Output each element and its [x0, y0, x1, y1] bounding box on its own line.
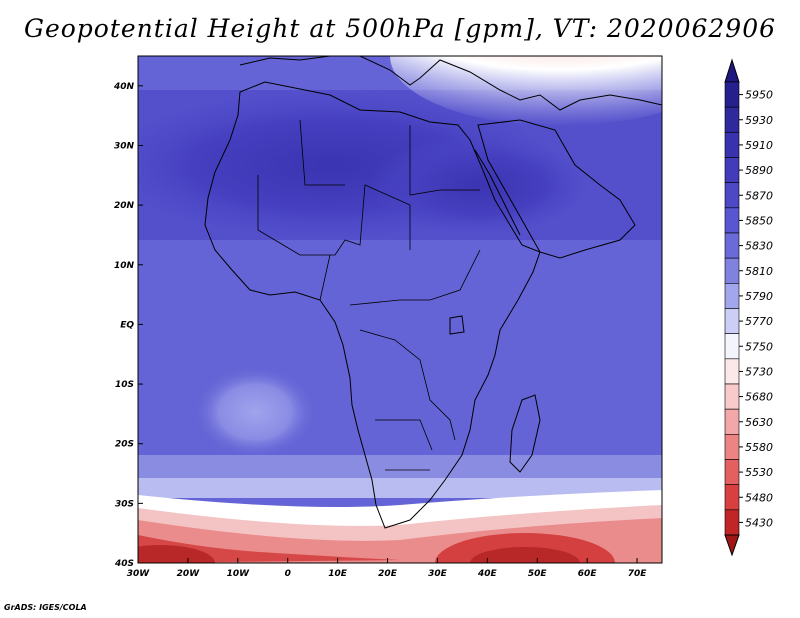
colorbar-label: 5680 — [745, 391, 773, 404]
arabia-coastline — [477, 119, 636, 259]
lon-tick-label: 40E — [477, 569, 498, 579]
colorbar-swatch — [724, 434, 740, 460]
field-band-s2 — [138, 478, 662, 498]
colorbar: 5950 5930 5910 5890 5870 5850 5830 5810 5790 5770… — [724, 58, 773, 557]
colorbar-label: 5530 — [745, 466, 773, 479]
lon-tick-label: 30W — [127, 569, 151, 579]
lat-tick-label: 40N — [113, 82, 135, 92]
colorbar-label: 5930 — [745, 114, 773, 127]
plot-frame — [137, 55, 663, 564]
colorbar-label: 5750 — [745, 340, 773, 353]
lon-axis: 30W 20W 10W 0 10E 20E 30E 40E 50E 60E 70E — [127, 558, 647, 579]
lon-tick-label: 20W — [177, 569, 201, 579]
colorbar-swatch — [724, 333, 740, 360]
colorbar-swatch — [724, 283, 740, 309]
colorbar-swatch — [724, 383, 740, 410]
colorbar-label: 5890 — [745, 164, 773, 177]
colorbar-swatch — [724, 81, 740, 108]
colorbar-swatch — [724, 106, 740, 133]
africa-coastline — [204, 81, 541, 529]
lon-tick-label: 70E — [628, 569, 648, 579]
red-sea — [474, 149, 521, 236]
field-south-atlantic-blob — [195, 367, 315, 457]
colorbar-label: 5910 — [745, 139, 773, 152]
lat-tick-label: 10N — [114, 261, 135, 271]
colorbar-label: 5730 — [745, 365, 773, 378]
colorbar-label: 5770 — [745, 315, 773, 328]
colorbar-swatch — [724, 207, 740, 234]
colorbar-label: 5480 — [745, 491, 773, 504]
lon-tick-label: 30E — [428, 569, 448, 579]
lake-victoria — [449, 315, 465, 335]
lon-tick-label: 10W — [227, 569, 251, 579]
europe-coastline — [239, 56, 662, 111]
colorbar-swatch — [724, 132, 740, 158]
lat-axis: 40N 30N 20N 10N EQ 10S 20S 30S 40S — [113, 82, 143, 569]
colorbar-top-arrow — [724, 58, 740, 83]
coastlines — [204, 56, 662, 529]
colorbar-label: 5430 — [745, 516, 773, 529]
field-low-east-core — [470, 547, 580, 563]
lon-tick-label: 60E — [578, 569, 598, 579]
lat-tick-label: 30S — [115, 499, 134, 509]
colorbar-label: 5630 — [745, 416, 773, 429]
lat-tick-label: 10S — [115, 380, 134, 390]
madagascar-coastline — [509, 394, 541, 473]
lon-tick-label: 50E — [528, 569, 548, 579]
colorbar-swatch — [724, 182, 740, 209]
colorbar-swatch — [724, 484, 740, 511]
height-field — [138, 56, 662, 563]
colorbar-label: 5850 — [745, 214, 773, 227]
footer-credit: GrADS: IGES/COLA — [4, 603, 87, 612]
colorbar-swatch — [724, 509, 740, 536]
field-egypt-high — [370, 135, 590, 235]
colorbar-label: 5870 — [745, 189, 773, 202]
colorbar-swatch — [724, 157, 740, 183]
lat-tick-label: 20S — [115, 440, 134, 450]
colorbar-swatch — [724, 408, 740, 435]
lat-tick-label: 20N — [114, 201, 135, 211]
field-north-trough — [390, 56, 662, 126]
colorbar-label: 5810 — [745, 265, 773, 278]
lat-tick-label: 30N — [114, 141, 135, 151]
field-low-west-core — [138, 545, 215, 563]
colorbar-label: 5580 — [745, 441, 773, 454]
colorbar-label: 5830 — [745, 240, 773, 253]
chart-title: Geopotential Height at 500hPa [gpm], VT:… — [23, 14, 777, 43]
colorbar-swatch — [724, 459, 740, 485]
lon-tick-label: 10E — [328, 569, 348, 579]
lat-tick-label: EQ — [120, 320, 134, 330]
lat-tick-label: 40S — [114, 559, 134, 569]
colorbar-swatch — [724, 232, 740, 259]
lon-tick-label: 20E — [378, 569, 398, 579]
colorbar-swatch — [724, 358, 740, 385]
colorbar-bottom-arrow — [724, 534, 740, 557]
border-lines — [257, 119, 481, 471]
colorbar-label: 5790 — [745, 290, 773, 303]
colorbar-label: 5950 — [745, 89, 773, 102]
lon-tick-label: 0 — [285, 569, 291, 579]
colorbar-swatch — [724, 308, 740, 334]
colorbar-swatch — [724, 257, 740, 284]
